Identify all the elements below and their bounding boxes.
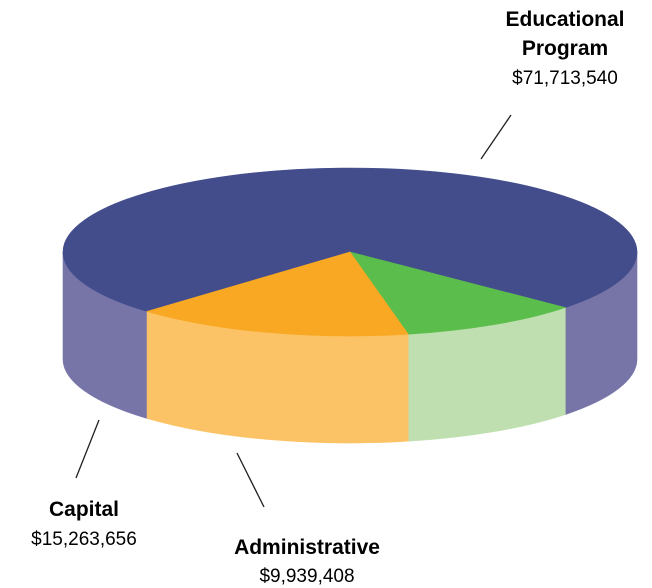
pie-tops [62, 167, 638, 337]
value-administrative: $9,939,408 [259, 566, 354, 587]
pie-slice-administrative [349, 251, 567, 335]
label-educational-program-line1: Educational [505, 8, 624, 31]
pie-slice-educational-program [62, 167, 638, 312]
leader-line-educational-program [480, 114, 512, 160]
value-capital: $15,263,656 [31, 529, 137, 550]
pie-slice-capital [145, 251, 409, 337]
leader-line-administrative [236, 452, 265, 508]
label-educational-program-line2: Program [522, 37, 608, 60]
label-administrative: Administrative [234, 536, 380, 559]
label-capital: Capital [49, 498, 119, 521]
pie-sides [62, 251, 638, 444]
leader-line-capital [75, 419, 100, 479]
value-educational-program: $71,713,540 [512, 68, 618, 89]
